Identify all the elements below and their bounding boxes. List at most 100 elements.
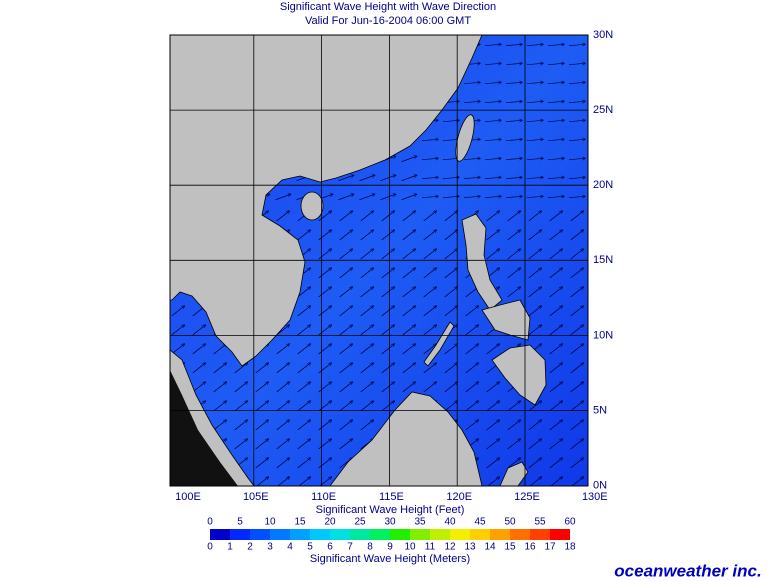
wave-arrow (442, 139, 459, 140)
wave-arrow (505, 63, 522, 64)
wave-arrow (276, 344, 290, 355)
wave-arrow (234, 401, 248, 412)
wave-arrow (547, 177, 564, 178)
wave-arrow (463, 101, 480, 102)
colorbar-swatch (490, 529, 510, 540)
feet-label: 25 (354, 517, 366, 528)
wave-arrow (442, 120, 459, 121)
wave-arrow (570, 363, 584, 374)
wave-arrow (547, 139, 564, 140)
wave-arrow (465, 306, 479, 317)
wave-arrow (444, 211, 458, 222)
wave-arrow (507, 458, 521, 469)
wave-arrow (549, 420, 563, 431)
wave-arrow (570, 249, 584, 260)
feet-label: 0 (207, 517, 213, 528)
wave-arrow (276, 420, 290, 431)
wave-arrow (528, 420, 542, 431)
wave-arrow (339, 439, 353, 450)
wave-arrow (423, 306, 437, 317)
wave-arrow (570, 344, 584, 355)
wave-arrow (297, 420, 311, 431)
wave-arrow (463, 177, 480, 178)
wave-arrow (549, 325, 563, 336)
wave-arrow (528, 287, 542, 298)
wave-arrow (360, 420, 374, 431)
meters-label: 2 (247, 542, 253, 553)
wave-arrow (486, 420, 500, 431)
wave-arrow (505, 120, 522, 121)
meters-label: 4 (287, 542, 293, 553)
wave-arrow (318, 211, 332, 222)
wave-arrow (381, 382, 395, 393)
mainland (170, 35, 483, 367)
wave-arrow (234, 439, 248, 450)
wave-arrow (528, 230, 542, 241)
wave-arrow (339, 401, 353, 412)
wave-arrow (255, 420, 269, 431)
wave-arrow (570, 230, 584, 241)
colorbar-swatch (350, 529, 370, 540)
wave-arrow (318, 287, 332, 298)
wave-arrow (381, 249, 395, 260)
wave-arrow (234, 363, 248, 374)
title: Significant Wave Height with Wave Direct… (280, 1, 496, 13)
wave-arrow (319, 477, 332, 486)
lat-label: 25N (593, 104, 613, 116)
wave-arrow (526, 120, 543, 121)
wave-arrow (505, 177, 522, 178)
wave-arrow (547, 63, 564, 64)
wave-arrow (465, 382, 479, 393)
colorbar-swatch (410, 529, 430, 540)
wave-arrow (571, 477, 584, 486)
wave-arrow (423, 344, 437, 355)
wave-arrow (381, 287, 395, 298)
wave-arrow (297, 382, 311, 393)
wave-arrow (297, 344, 311, 355)
colorbar-swatch (330, 529, 350, 540)
wave-arrow (507, 211, 521, 222)
wave-arrow (507, 230, 521, 241)
wave-arrow (360, 325, 374, 336)
wave-arrow (338, 175, 353, 182)
wave-arrow (402, 230, 416, 241)
wave-arrow (213, 401, 227, 412)
wave-arrow (526, 63, 543, 64)
wave-arrow (570, 306, 584, 317)
wave-arrow (421, 158, 438, 159)
wave-arrow (549, 306, 563, 317)
meters-label: 18 (564, 542, 576, 553)
wave-arrow (528, 249, 542, 260)
wave-arrow (360, 249, 374, 260)
wave-arrow (256, 477, 269, 486)
wave-arrow (465, 401, 479, 412)
wave-arrow (528, 211, 542, 222)
lon-label: 120E (446, 491, 472, 503)
wave-arrow (568, 158, 585, 159)
wave-arrow (297, 458, 311, 469)
meters-label: 11 (425, 542, 436, 553)
wave-arrow (568, 177, 585, 178)
wave-arrow (297, 439, 311, 450)
wave-arrow (547, 101, 564, 102)
wave-arrow (171, 325, 185, 336)
wave-arrow (486, 439, 500, 450)
wave-arrow (381, 268, 395, 279)
wave-arrow (297, 230, 311, 241)
wave-arrow (192, 363, 206, 374)
wave-arrow (381, 344, 395, 355)
wave-arrow (276, 382, 290, 393)
wave-arrow (487, 477, 500, 486)
wave-arrow (549, 211, 563, 222)
meters-label: 7 (347, 542, 353, 553)
wave-arrow (318, 230, 332, 241)
feet-label: 30 (384, 517, 396, 528)
wave-arrow (360, 306, 374, 317)
wave-arrow (463, 158, 480, 159)
wave-arrow (318, 363, 332, 374)
wave-arrow (318, 401, 332, 412)
wave-arrow (171, 344, 185, 355)
wave-arrow (339, 287, 353, 298)
wave-arrow (318, 382, 332, 393)
lat-label: 5N (593, 404, 607, 416)
